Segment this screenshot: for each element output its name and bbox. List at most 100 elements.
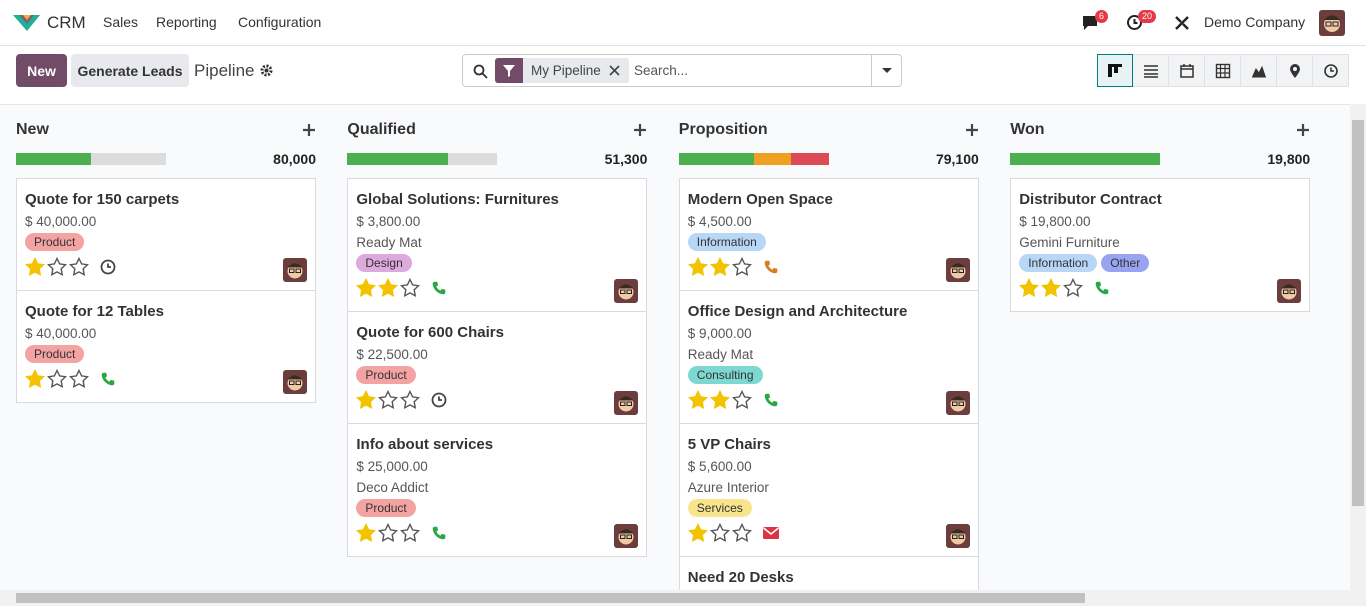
star[interactable]: [25, 257, 45, 277]
progress-segment[interactable]: [753, 153, 792, 165]
lead-card[interactable]: Info about services $ 25,000.00 Deco Addic…: [347, 423, 648, 557]
star[interactable]: [687, 257, 708, 277]
lead-card[interactable]: Modern Open Space $ 4,500.00 Information: [678, 178, 979, 291]
assignee-avatar[interactable]: [1277, 279, 1302, 303]
calendar-view[interactable]: [1169, 54, 1205, 87]
progress-segment[interactable]: [16, 153, 91, 165]
lead-card[interactable]: Quote for 150 carpets $ 40,000.00 Product: [16, 178, 316, 291]
assignee-avatar[interactable]: [614, 279, 639, 303]
activity-icon[interactable]: [430, 524, 448, 542]
quick-create[interactable]: [965, 123, 979, 137]
gear-icon[interactable]: [260, 64, 273, 77]
star[interactable]: [400, 278, 421, 298]
column-title[interactable]: Qualified: [347, 121, 416, 138]
company-name[interactable]: Demo Company: [1204, 14, 1306, 30]
map-view[interactable]: [1277, 54, 1313, 87]
facet-remove[interactable]: [609, 65, 620, 76]
vertical-scrollbar[interactable]: [1350, 104, 1366, 590]
horizontal-scrollbar[interactable]: [0, 590, 1366, 606]
activity-icon[interactable]: [762, 258, 780, 276]
star[interactable]: [1063, 278, 1084, 298]
lead-card[interactable]: 5 VP Chairs $ 5,600.00 Azure Interior Servi…: [678, 423, 979, 557]
star[interactable]: [69, 257, 89, 277]
star[interactable]: [709, 390, 730, 410]
messages-icon[interactable]: [1081, 14, 1099, 31]
star[interactable]: [731, 390, 752, 410]
star[interactable]: [356, 278, 377, 298]
star[interactable]: [400, 390, 421, 410]
settings-icon[interactable]: [1174, 15, 1190, 31]
pivot-view[interactable]: [1205, 54, 1241, 87]
activity-icon[interactable]: [430, 391, 448, 409]
star[interactable]: [25, 369, 45, 389]
scroll-thumb[interactable]: [1352, 120, 1364, 506]
menu-item[interactable]: Reporting: [156, 14, 217, 30]
list-view[interactable]: [1133, 54, 1169, 87]
scroll-thumb[interactable]: [16, 593, 1085, 603]
star[interactable]: [687, 390, 708, 410]
assignee-avatar[interactable]: [283, 258, 307, 282]
assignee-avatar[interactable]: [945, 258, 970, 282]
kanban-view[interactable]: [1097, 54, 1133, 87]
user-avatar[interactable]: [1319, 10, 1345, 36]
star[interactable]: [356, 390, 377, 410]
star[interactable]: [47, 257, 67, 277]
progress-segment[interactable]: [791, 153, 829, 165]
star[interactable]: [400, 523, 421, 543]
activity-icon[interactable]: [99, 258, 117, 276]
progress-segment[interactable]: [347, 153, 448, 165]
activity-icon[interactable]: [430, 279, 448, 297]
lead-card[interactable]: Global Solutions: Furnitures $ 3,800.00 Re…: [347, 178, 648, 312]
star[interactable]: [378, 390, 399, 410]
quick-create[interactable]: [302, 123, 316, 137]
assignee-avatar[interactable]: [614, 391, 639, 415]
menu-item[interactable]: Sales: [103, 14, 139, 30]
quick-create[interactable]: [633, 123, 647, 137]
star[interactable]: [1041, 278, 1062, 298]
lead-card[interactable]: Distributor Contract $ 19,800.00 Gemini Fu…: [1010, 178, 1311, 312]
assignee-avatar[interactable]: [945, 391, 970, 415]
lead-card[interactable]: Office Design and Architecture $ 9,000.00…: [678, 290, 979, 424]
generate-leads-button[interactable]: Generate Leads: [71, 54, 189, 87]
star[interactable]: [731, 257, 752, 277]
star[interactable]: [709, 257, 730, 277]
star[interactable]: [1019, 278, 1040, 298]
activity-view[interactable]: [1313, 54, 1349, 87]
lead-card[interactable]: Quote for 600 Chairs $ 22,500.00 Product: [347, 311, 648, 424]
star[interactable]: [731, 523, 752, 543]
assignee-avatar[interactable]: [945, 524, 970, 548]
activity-icon[interactable]: [99, 370, 117, 388]
column-title[interactable]: Proposition: [678, 121, 768, 138]
lead-card[interactable]: Need 20 Desks: [678, 556, 979, 590]
graph-view[interactable]: [1241, 54, 1277, 87]
progress-segment[interactable]: [1010, 153, 1161, 165]
activity-icon[interactable]: [762, 524, 780, 542]
column-title[interactable]: Won: [1010, 121, 1045, 138]
search-facet[interactable]: My Pipeline: [495, 58, 629, 83]
app-logo[interactable]: [13, 13, 40, 33]
search-bar[interactable]: My Pipeline Search...: [462, 54, 902, 87]
activity-icon[interactable]: [762, 391, 780, 409]
column-title[interactable]: New: [16, 121, 49, 138]
app-name[interactable]: CRM: [47, 13, 86, 32]
assignee-avatar[interactable]: [614, 524, 639, 548]
assignee-avatar[interactable]: [283, 370, 307, 394]
star[interactable]: [378, 523, 399, 543]
star[interactable]: [69, 369, 89, 389]
new-button[interactable]: New: [16, 54, 67, 87]
star[interactable]: [356, 523, 377, 543]
lead-card[interactable]: Quote for 12 Tables $ 40,000.00 Product: [16, 290, 316, 403]
star[interactable]: [687, 523, 708, 543]
progress-segment[interactable]: [678, 153, 754, 165]
star[interactable]: [378, 278, 399, 298]
star[interactable]: [709, 523, 730, 543]
kanban-column: Qualified 51,300 Global Solutions: Furnitu…: [347, 105, 648, 557]
search-toggle[interactable]: [871, 55, 901, 86]
lead-tags: Information Other: [1019, 253, 1301, 273]
activity-icon[interactable]: [1093, 279, 1111, 297]
search-input[interactable]: Search...: [634, 63, 689, 78]
menu-item[interactable]: Configuration: [238, 14, 322, 30]
lead-title: Quote for 600 Chairs: [356, 324, 504, 341]
quick-create[interactable]: [1296, 123, 1310, 137]
star[interactable]: [47, 369, 67, 389]
